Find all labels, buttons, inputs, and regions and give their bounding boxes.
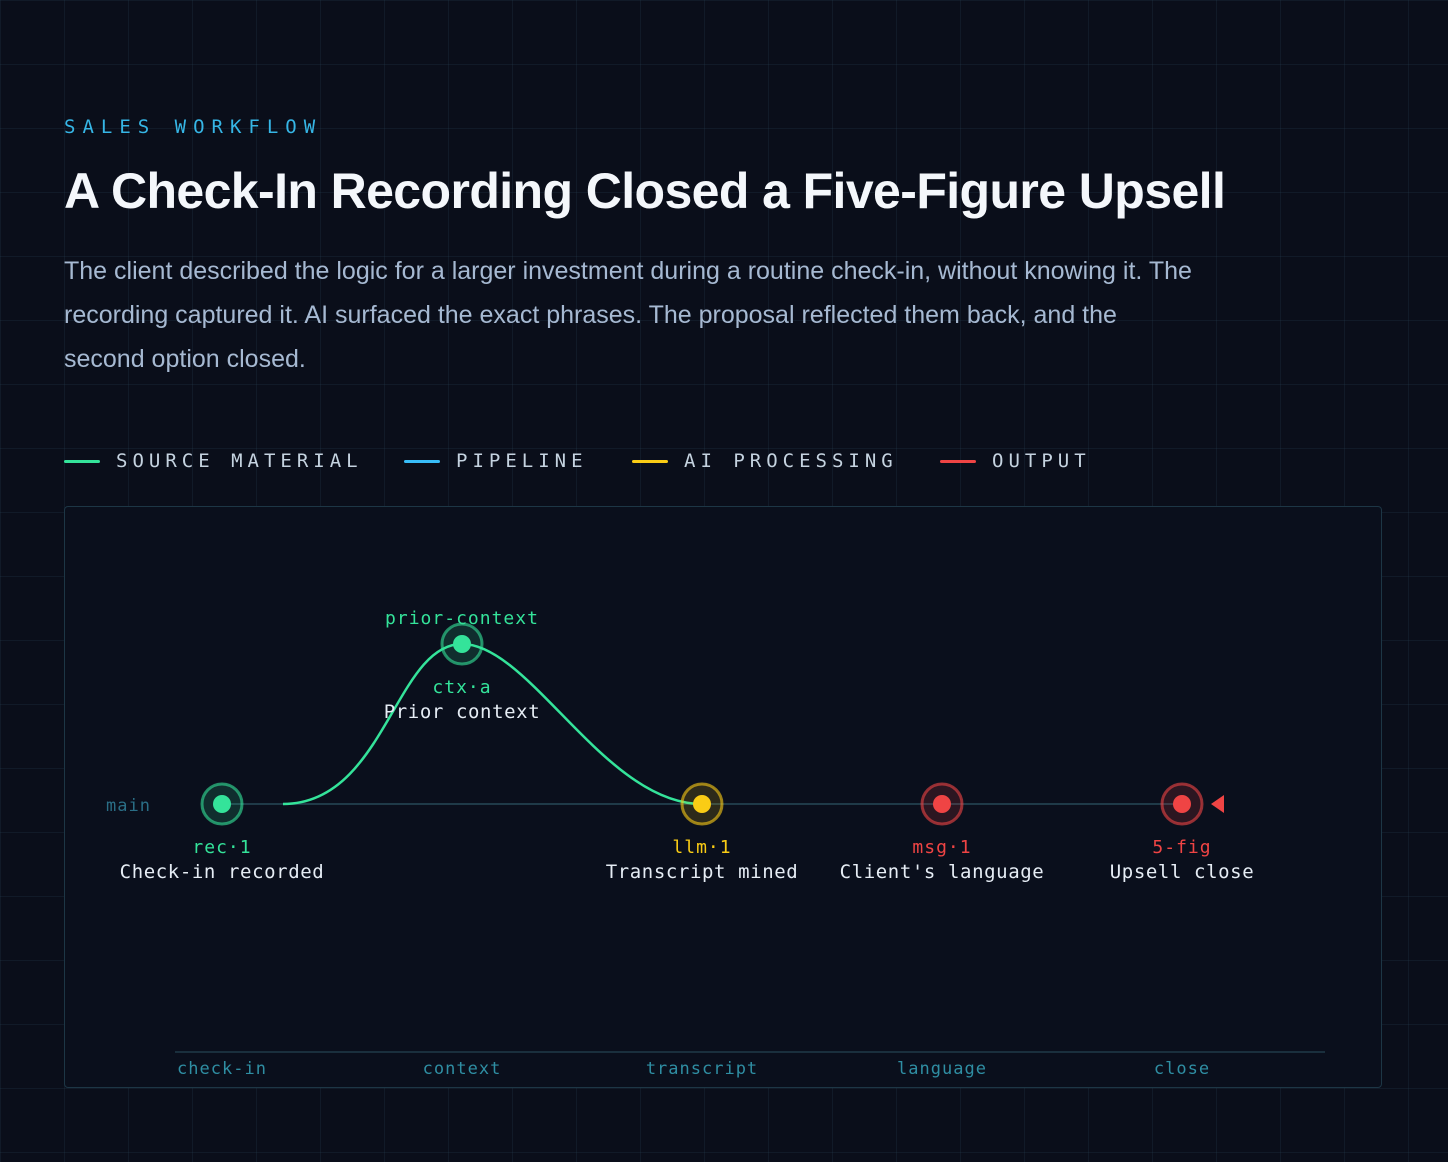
- eyebrow-label: SALES WORKFLOW: [64, 116, 323, 138]
- legend-label: SOURCE MATERIAL: [116, 450, 363, 472]
- page-title: A Check-In Recording Closed a Five-Figur…: [64, 163, 1226, 219]
- legend-swatch: [940, 459, 976, 463]
- node-dot-prior-context: [453, 635, 471, 653]
- page-description: The client described the logic for a lar…: [64, 257, 1192, 373]
- node-id-check-in-recorded: rec·1: [192, 837, 251, 858]
- node-title-prior-context: Prior context: [384, 701, 541, 723]
- workflow-diagram: check-in context transcript language close ma…: [106, 608, 1325, 1079]
- node-id-transcript-mined: llm·1: [672, 837, 731, 858]
- node-dot-client-s-language: [933, 795, 951, 813]
- stage-label-transcript: transcript: [646, 1059, 758, 1079]
- node-title-check-in-recorded: Check-in recorded: [120, 861, 325, 883]
- node-title-transcript-mined: Transcript mined: [606, 861, 799, 883]
- legend-swatch: [632, 459, 668, 463]
- legend-label: PIPELINE: [456, 450, 588, 472]
- head-marker-icon: [1211, 795, 1224, 813]
- node-id-upsell-close: 5-fig: [1152, 837, 1211, 858]
- main-branch-label: main: [106, 796, 151, 816]
- workflow-diagram-panel: check-in context transcript language close ma…: [64, 506, 1382, 1088]
- legend-label: OUTPUT: [992, 450, 1091, 472]
- node-dot-check-in-recorded: [213, 795, 231, 813]
- stage-label-language: language: [897, 1059, 987, 1079]
- node-dot-transcript-mined: [693, 795, 711, 813]
- legend-label: AI PROCESSING: [684, 450, 898, 472]
- stage-label-context: context: [423, 1059, 502, 1079]
- branch-name-label: prior-context: [385, 608, 539, 629]
- stage-label-close: close: [1154, 1059, 1210, 1079]
- legend-item-pipeline: PIPELINE: [404, 450, 588, 472]
- prior-context-branch-curve: [282, 642, 703, 806]
- legend-item-source-material: SOURCE MATERIAL: [64, 450, 363, 472]
- stage-label-check-in: check-in: [177, 1059, 267, 1079]
- node-id-client-s-language: msg·1: [912, 837, 971, 858]
- legend-swatch: [64, 459, 100, 463]
- legend-swatch: [404, 459, 440, 463]
- node-title-upsell-close: Upsell close: [1110, 861, 1254, 883]
- node-title-client-s-language: Client's language: [840, 861, 1045, 883]
- node-dot-upsell-close: [1173, 795, 1191, 813]
- legend-item-output: OUTPUT: [940, 450, 1091, 472]
- legend-item-ai-processing: AI PROCESSING: [632, 450, 898, 472]
- node-id-prior-context: ctx·a: [432, 677, 491, 698]
